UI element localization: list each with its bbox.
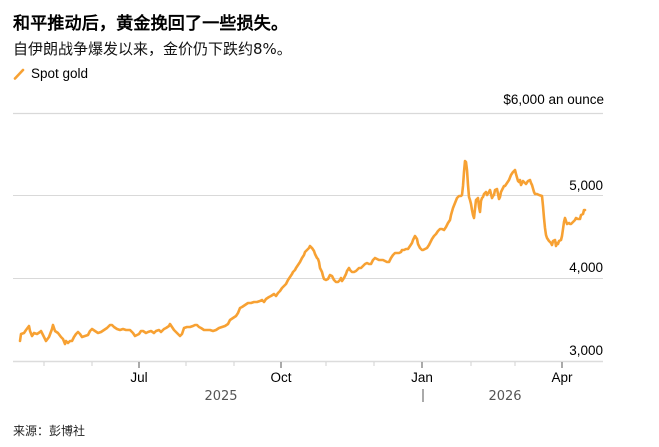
- y-tick-3000: 3,000: [569, 343, 603, 358]
- x-tick-jan: Jan: [411, 370, 433, 385]
- x-tick-apr: Apr: [551, 370, 573, 385]
- x-tick-jul: Jul: [130, 370, 147, 385]
- legend-label-spot-gold: Spot gold: [31, 66, 89, 81]
- chart-subtitle: 自伊朗战争爆发以来，金价仍下跌约8%。: [13, 40, 292, 58]
- year-label-2026: 2026: [488, 389, 521, 404]
- spot-gold-line: [18, 159, 587, 346]
- chart-title: 和平推动后，黄金挽回了一些损失。: [13, 14, 289, 34]
- y-axis-top-label: $6,000 an ounce: [503, 92, 604, 107]
- x-tick-oct: Oct: [270, 370, 291, 385]
- minor-ticks: [43, 362, 516, 366]
- y-tick-5000: 5,000: [569, 178, 603, 193]
- major-ticks: [138, 362, 563, 368]
- legend-line-icon: [13, 68, 25, 80]
- source-note: 来源：彭博社: [13, 424, 86, 438]
- year-label-2025: 2025: [204, 389, 237, 404]
- y-tick-4000: 4,000: [569, 260, 603, 275]
- legend: Spot gold: [13, 66, 88, 81]
